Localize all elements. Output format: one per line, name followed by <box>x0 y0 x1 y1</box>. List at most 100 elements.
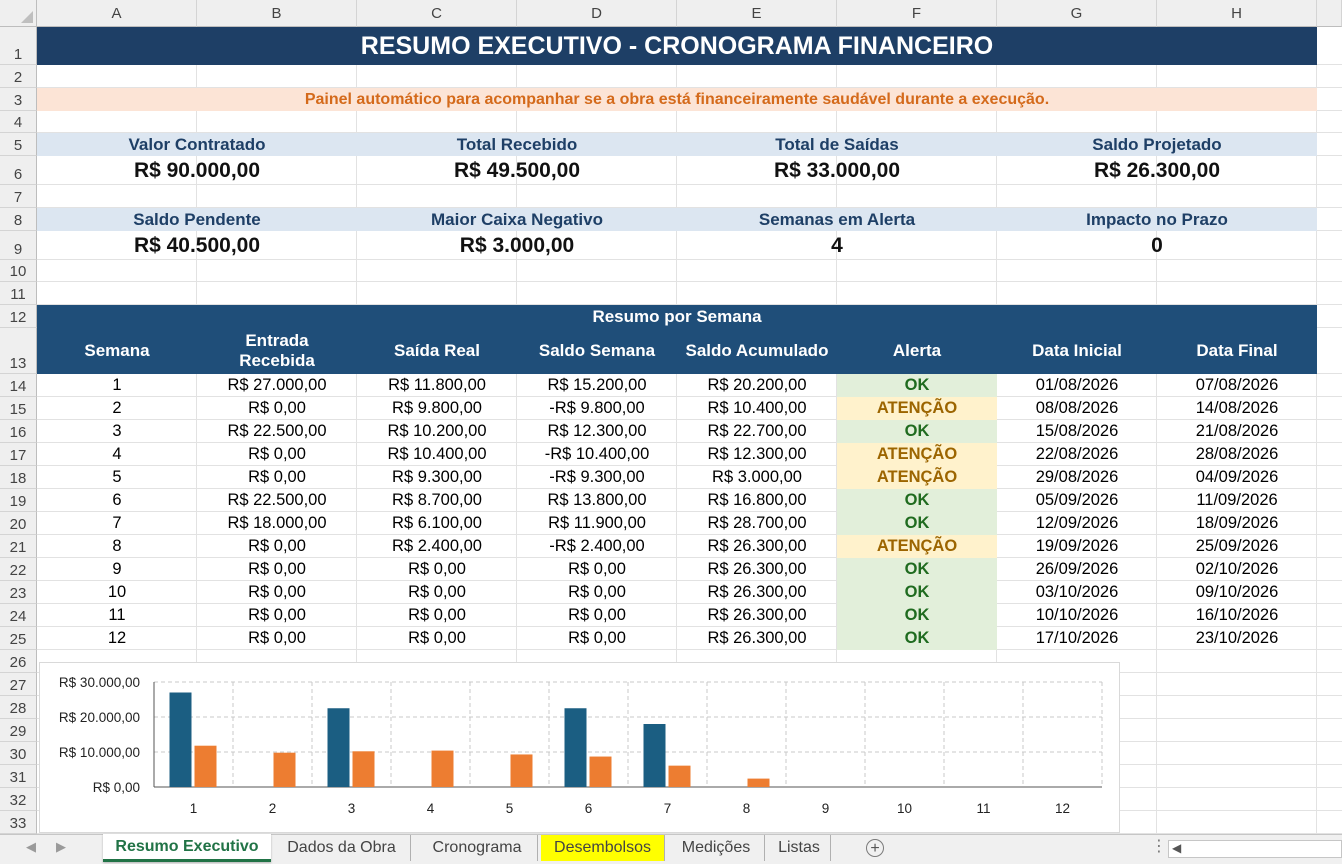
table-cell: 21/08/2026 <box>1195 422 1279 440</box>
horizontal-scrollbar[interactable]: ◀ <box>1168 840 1342 858</box>
column-header[interactable]: B <box>197 0 357 27</box>
column-header[interactable]: G <box>997 0 1157 27</box>
gridline <box>37 281 1342 282</box>
row-header[interactable]: 21 <box>0 535 37 558</box>
table-cell: 11/09/2026 <box>1196 491 1278 509</box>
table-cell: R$ 0,00 <box>248 583 306 601</box>
kpi-value: R$ 26.300,00 <box>1093 158 1221 182</box>
table-cell: 22/08/2026 <box>1035 445 1119 463</box>
table-cell: R$ 0,00 <box>568 560 626 578</box>
row-header[interactable]: 27 <box>0 673 37 696</box>
sheet-tab[interactable]: Listas <box>768 835 831 861</box>
column-header[interactable]: H <box>1157 0 1317 27</box>
row-header[interactable]: 12 <box>0 305 37 328</box>
table-cell: R$ 10.400,00 <box>387 445 487 463</box>
table-cell: R$ 0,00 <box>248 537 306 555</box>
status-badge: OK <box>837 558 997 581</box>
select-all-corner[interactable] <box>0 0 37 27</box>
row-header[interactable]: 29 <box>0 719 37 742</box>
gridline <box>1156 27 1157 835</box>
table-cell: R$ 22.500,00 <box>227 422 327 440</box>
x-tick-label: 6 <box>585 801 593 816</box>
kpi-label: Valor Contratado <box>37 133 357 156</box>
scroll-left-icon[interactable]: ◀ <box>1172 841 1182 855</box>
kpi-label: Semanas em Alerta <box>677 208 997 231</box>
table-header: Saída Real <box>357 328 517 374</box>
table-cell: 07/08/2026 <box>1195 376 1279 394</box>
table-cell: R$ 8.700,00 <box>392 491 482 509</box>
row-header[interactable]: 17 <box>0 443 37 466</box>
row-header[interactable]: 28 <box>0 696 37 719</box>
row-header[interactable]: 25 <box>0 627 37 650</box>
row-header[interactable]: 30 <box>0 742 37 765</box>
triangle-right-icon[interactable]: ▶ <box>56 839 66 854</box>
row-header[interactable]: 15 <box>0 397 37 420</box>
column-header-extra <box>1317 0 1342 27</box>
sheet-tab[interactable]: Dados da Obra <box>273 835 411 861</box>
gridline <box>37 465 1342 466</box>
status-badge: ATENÇÃO <box>837 466 997 489</box>
row-header[interactable]: 2 <box>0 65 37 88</box>
kpi-value: R$ 90.000,00 <box>133 158 261 182</box>
row-header[interactable]: 7 <box>0 185 37 208</box>
table-header: Semana <box>37 328 197 374</box>
gridline <box>37 419 1342 420</box>
row-header[interactable]: 32 <box>0 788 37 811</box>
row-header[interactable]: 14 <box>0 374 37 397</box>
table-cell: 9 <box>112 560 122 578</box>
row-header[interactable]: 8 <box>0 208 37 231</box>
table-cell: 2 <box>112 399 122 417</box>
row-header[interactable]: 16 <box>0 420 37 443</box>
row-header[interactable]: 9 <box>0 231 37 260</box>
column-header[interactable]: F <box>837 0 997 27</box>
column-header[interactable]: E <box>677 0 837 27</box>
table-cell: R$ 0,00 <box>248 560 306 578</box>
table-cell: 10/10/2026 <box>1035 606 1119 624</box>
table-cell: R$ 26.300,00 <box>707 560 807 578</box>
bar <box>431 750 454 787</box>
row-header[interactable]: 31 <box>0 765 37 788</box>
row-header[interactable]: 19 <box>0 489 37 512</box>
row-header[interactable]: 18 <box>0 466 37 489</box>
table-cell: 16/10/2026 <box>1195 606 1279 624</box>
sheet-tab[interactable]: Cronograma <box>417 835 538 861</box>
table-cell: 12 <box>107 629 127 647</box>
sheet-tab[interactable]: Resumo Executivo <box>103 834 271 862</box>
gridline <box>37 184 1342 185</box>
triangle-left-icon[interactable]: ◀ <box>26 839 36 854</box>
row-header[interactable]: 10 <box>0 260 37 282</box>
status-badge: OK <box>837 512 997 535</box>
x-tick-label: 12 <box>1055 801 1070 816</box>
table-cell: R$ 0,00 <box>408 560 466 578</box>
row-header[interactable]: 26 <box>0 650 37 673</box>
column-header[interactable]: A <box>37 0 197 27</box>
row-header[interactable]: 5 <box>0 133 37 156</box>
row-header[interactable]: 3 <box>0 88 37 111</box>
row-header[interactable]: 11 <box>0 282 37 305</box>
sheet-tab[interactable]: Medições <box>668 835 765 861</box>
table-cell: 29/08/2026 <box>1035 468 1119 486</box>
row-header[interactable]: 23 <box>0 581 37 604</box>
row-header[interactable]: 1 <box>0 27 37 65</box>
row-header[interactable]: 13 <box>0 328 37 374</box>
table-cell: R$ 6.100,00 <box>392 514 482 532</box>
row-header[interactable]: 20 <box>0 512 37 535</box>
row-header[interactable]: 22 <box>0 558 37 581</box>
gridline <box>37 207 1342 208</box>
row-header[interactable]: 33 <box>0 811 37 834</box>
table-header: Saldo Semana <box>517 328 677 374</box>
column-header[interactable]: C <box>357 0 517 27</box>
table-cell: R$ 16.800,00 <box>707 491 807 509</box>
more-options-icon[interactable]: ⋮ <box>1151 838 1167 855</box>
column-header[interactable]: D <box>517 0 677 27</box>
table-cell: -R$ 9.300,00 <box>549 468 645 486</box>
plus-circle-icon[interactable]: + <box>866 839 884 857</box>
row-header[interactable]: 24 <box>0 604 37 627</box>
row-header[interactable]: 6 <box>0 156 37 185</box>
bar <box>668 765 691 787</box>
status-badge: ATENÇÃO <box>837 535 997 558</box>
sheet-tab-bar: ◀ ▶ Resumo Executivo Dados da Obra Cronogr… <box>0 834 1342 864</box>
sheet-tab[interactable]: Desembolsos <box>541 835 665 861</box>
row-header[interactable]: 4 <box>0 111 37 133</box>
chart[interactable]: R$ 0,00 R$ 10.000,00 R$ 20.000,00 R$ 30.000… <box>39 662 1120 833</box>
